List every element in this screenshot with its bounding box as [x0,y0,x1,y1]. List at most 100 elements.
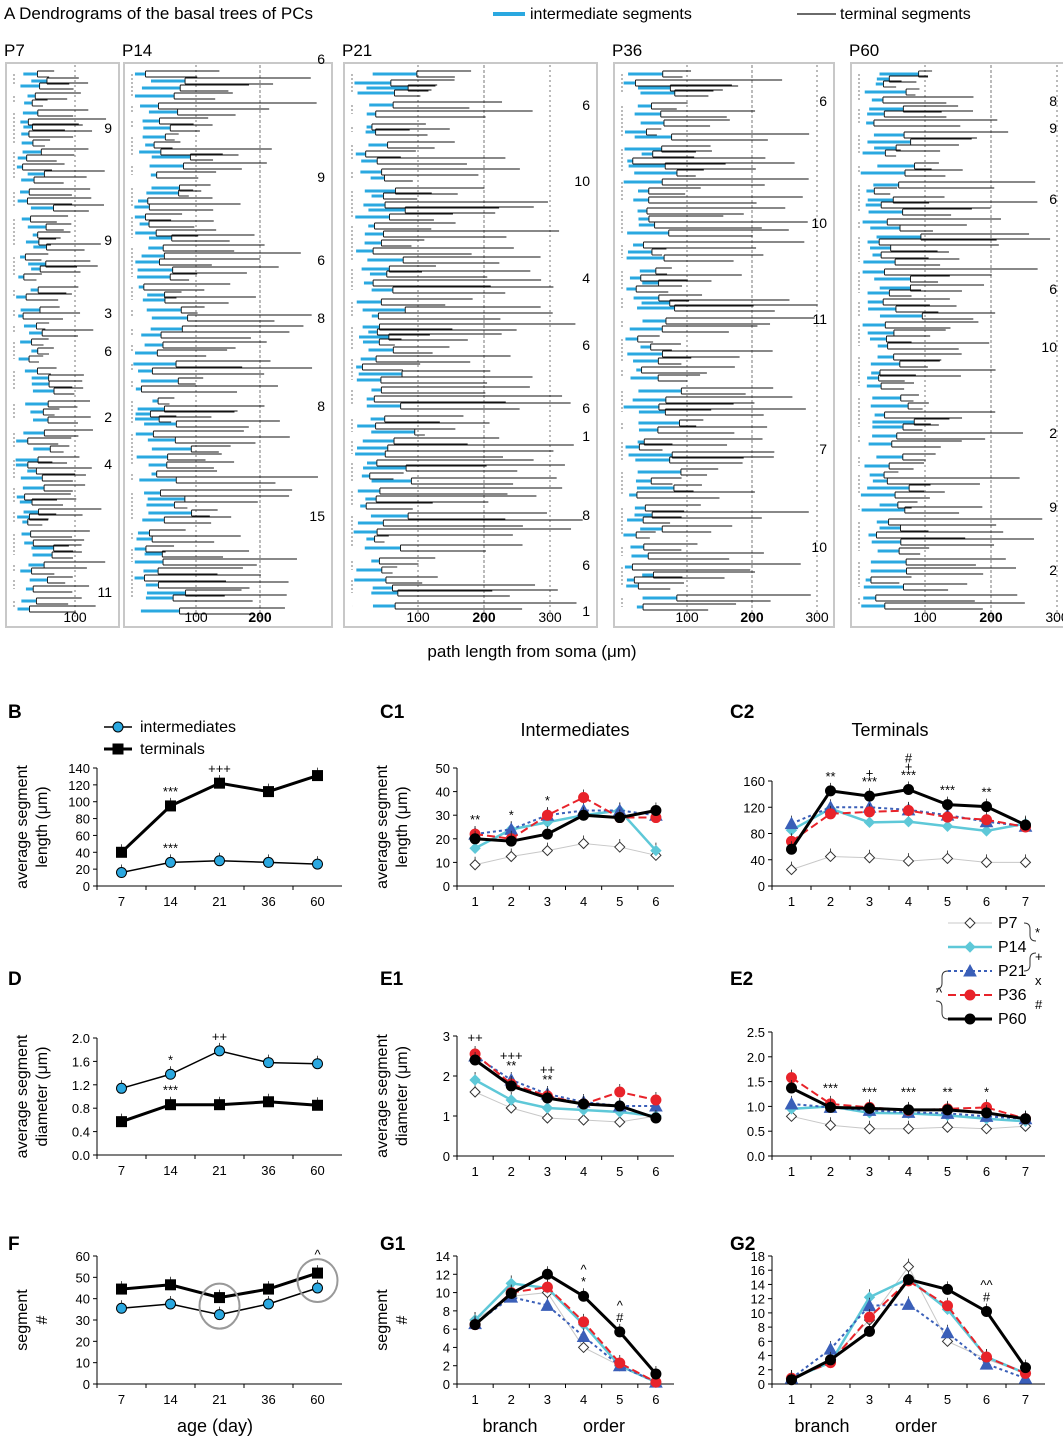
data-point [312,1099,323,1111]
dendro-tree [131,377,278,393]
dendro-tick-label: 200 [740,609,764,625]
tree-segment-count: 2 [1049,425,1057,441]
dendro-tree [131,283,256,304]
x-tick-label: 5 [616,894,623,909]
y-axis-label: length (μm) [34,786,51,867]
significance-label: *** [862,774,877,789]
y-tick-label: 1.0 [747,1099,765,1114]
legend-label: terminals [140,741,205,758]
data-point [980,825,993,837]
legend-label: P36 [998,987,1027,1004]
data-point [614,1326,626,1338]
y-tick-label: 80 [76,812,90,827]
dendro-tree [858,394,996,431]
legend-sig-symbol: x [1035,973,1042,988]
data-point [785,1110,798,1123]
x-tick-label: 3 [866,1392,873,1407]
data-point [785,863,798,876]
data-point [263,1298,274,1310]
data-point [578,1316,590,1328]
significance-label: *** [862,1084,877,1099]
tree-segment-count: 4 [582,270,590,286]
dendro-tree [131,244,301,281]
tree-segment-count: 1 [582,603,590,619]
dendro-tree [858,218,1001,232]
dendro-tree [621,387,806,416]
dendro-tick-label: 100 [913,609,937,625]
data-point [942,1104,953,1116]
dendro-tick-label: 100 [675,609,699,625]
y-tick-label: 14 [751,1277,765,1292]
series-p60 [469,1052,662,1124]
tree-segment-count: 8 [317,398,325,414]
data-point [505,850,517,863]
x-tick-label: 4 [905,894,912,909]
path-length-axis-label: path length from soma (μm) [427,642,636,661]
legend-label: P7 [998,915,1018,932]
data-point [825,1354,836,1366]
legend-terminal-label: terminal segments [840,6,971,23]
data-point [864,1311,875,1323]
data-point [312,858,323,870]
y-tick-label: 60 [76,1249,90,1264]
series-p60 [786,781,1031,855]
panel-letter: G1 [380,1234,406,1255]
dendro-tree [858,181,1038,216]
data-point [902,815,915,828]
data-point [864,1102,875,1114]
x-tick-label: 2 [508,1392,515,1407]
data-point [116,1082,127,1094]
y-tick-label: 10 [436,855,450,870]
title-c2: Terminals [851,720,928,740]
dendro-panel-p7: P7 100 9 9 3 6 2 4 11 [4,41,120,628]
data-point [541,809,553,821]
data-point [902,1260,915,1273]
data-point [116,867,127,879]
data-point [263,856,274,868]
data-point [941,820,954,832]
x-tick-label: 3 [866,894,873,909]
y-tick-label: 2.0 [747,1050,765,1065]
data-point [964,941,976,953]
data-point [214,1292,225,1304]
x-tick-label: 2 [827,894,834,909]
tree-segment-count: 6 [1049,191,1057,207]
y-tick-label: 10 [76,1356,90,1371]
significance-label: ** [981,785,991,800]
dendro-tree [351,70,472,97]
y-tick-label: 1 [443,1109,450,1124]
data-point [941,1335,954,1348]
tree-segment-count: 6 [1049,281,1057,297]
y-tick-label: 2.0 [72,1031,90,1046]
y-tick-label: 0.0 [72,1148,90,1163]
dendro-tree [351,222,560,264]
x-axis-label-branch: branch [794,1416,849,1436]
dendro-tree [13,322,94,337]
y-tick-label: 0.4 [72,1125,90,1140]
series-line [474,1272,658,1375]
data-point [312,770,323,782]
dendro-tree [131,470,318,484]
y-axis-label: # [394,1315,411,1324]
data-point [263,1057,274,1069]
data-point [903,784,914,796]
chart-e2: E20.00.51.01.52.02.51 2 3 4 5 6 7*** *** *** ** * [730,969,1045,1179]
data-point [165,856,176,868]
significance-label: +++ [500,1048,523,1063]
legend-brace [1023,922,1037,972]
data-point [578,792,590,803]
dendro-tree [351,265,554,294]
x-tick-label: 60 [310,1163,324,1178]
data-point [541,828,553,840]
dendro-tree [13,597,96,613]
legend-sig-symbol: * [1035,925,1040,940]
y-tick-label: 160 [743,774,765,789]
panel-letter: C1 [380,702,405,723]
data-point [940,1325,955,1339]
y-axis-label: average segment [14,765,31,889]
y-tick-label: 8 [758,1320,765,1335]
chart-c1: C1 0 10 20 30 40 50 1 2 3 4 5 6 average segment length… [374,702,674,909]
dendro-tick-label: 300 [805,609,829,625]
y-axis-label: diameter (μm) [34,1047,51,1147]
dendro-tree [351,123,450,136]
